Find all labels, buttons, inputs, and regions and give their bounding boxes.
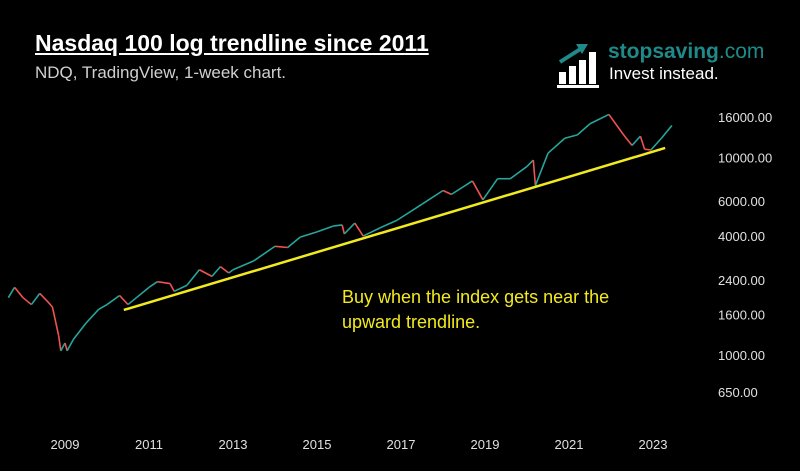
trendline-line	[123, 146, 666, 312]
price-segment	[526, 159, 534, 168]
x-tick-label: 2015	[303, 437, 332, 452]
price-segment	[22, 297, 32, 306]
y-tick-label: 6000.00	[718, 194, 765, 209]
price-segment	[148, 281, 158, 289]
x-tick-label: 2019	[471, 437, 500, 452]
y-tick-label: 16000.00	[718, 110, 772, 125]
price-segment	[509, 165, 528, 180]
price-segment	[576, 123, 591, 136]
price-segment	[564, 134, 578, 140]
chart-subtitle: NDQ, TradingView, 1-week chart.	[35, 63, 287, 82]
price-segment	[228, 269, 234, 274]
price-segment	[274, 245, 288, 249]
price-segment	[343, 222, 356, 235]
y-tick-label: 1000.00	[718, 348, 765, 363]
price-segment	[64, 342, 68, 352]
price-segment	[60, 342, 66, 352]
price-segment	[547, 137, 566, 154]
price-segment	[72, 322, 87, 340]
price-segment	[650, 137, 662, 151]
price-segment	[471, 180, 484, 201]
x-tick-label: 2013	[219, 437, 248, 452]
price-segment	[173, 284, 188, 293]
price-segment	[106, 294, 121, 306]
y-tick-label: 2400.00	[718, 273, 765, 288]
brand-name: stopsaving.com	[608, 40, 765, 63]
price-segment	[396, 203, 423, 222]
price-segment	[39, 292, 49, 303]
price-segment	[341, 224, 346, 235]
x-tick-label: 2011	[135, 437, 163, 452]
price-segment	[253, 245, 276, 262]
x-tick-label: 2017	[387, 437, 416, 452]
price-segment	[211, 266, 222, 277]
chart-title: Nasdaq 100 log trendline since 2011	[35, 30, 429, 56]
price-segment	[232, 259, 255, 271]
price-segment	[66, 338, 75, 352]
x-tick-label: 2021	[555, 437, 584, 452]
price-segment	[622, 134, 633, 146]
price-segment	[379, 219, 398, 229]
x-axis: 2009 2011 2013 2015 2017 2019 2021 2023	[51, 437, 668, 452]
price-segment	[299, 231, 318, 238]
price-segment	[13, 286, 24, 299]
price-segment	[85, 308, 100, 324]
trendline	[123, 146, 666, 312]
stopsaving-logo: stopsaving.com Invest instead.	[548, 36, 788, 96]
annotation-text: Buy when the index gets near the upward …	[342, 287, 610, 332]
price-segment	[7, 286, 16, 299]
price-segment	[169, 283, 175, 292]
price-segment	[51, 306, 60, 337]
y-tick-label: 4000.00	[718, 229, 765, 244]
x-tick-label: 2009	[51, 437, 80, 452]
brand-tagline: Invest instead.	[609, 64, 719, 83]
price-segment	[589, 113, 610, 125]
price-segment	[219, 266, 230, 274]
price-segment	[482, 178, 499, 201]
price-segment	[57, 335, 62, 351]
price-segment	[532, 159, 537, 186]
price-series	[7, 113, 673, 352]
price-segment	[186, 269, 201, 286]
price-segment	[199, 269, 213, 278]
price-segment	[660, 125, 673, 139]
price-segment	[354, 222, 364, 237]
price-segment	[644, 148, 651, 151]
price-segment	[135, 286, 150, 299]
y-tick-label: 1600.00	[718, 308, 765, 323]
y-axis: 16000.00 10000.00 6000.00 4000.00 2400.00 160…	[718, 110, 772, 400]
price-segment	[119, 294, 129, 306]
price-segment	[316, 225, 335, 233]
y-tick-label: 650.00	[718, 385, 758, 400]
price-segment	[362, 227, 381, 237]
price-segment	[98, 303, 108, 311]
price-segment	[421, 189, 444, 205]
price-segment	[639, 135, 646, 150]
price-segment	[127, 297, 137, 306]
y-tick-label: 10000.00	[718, 150, 772, 165]
price-segment	[47, 301, 54, 308]
price-segment	[608, 113, 625, 136]
price-segment	[157, 280, 171, 285]
bar-chart-arrow-icon	[557, 44, 599, 88]
x-tick-label: 2023	[639, 437, 668, 452]
price-segment	[450, 180, 473, 196]
price-segment	[333, 224, 343, 227]
price-segment	[534, 152, 549, 186]
price-segment	[287, 236, 301, 249]
price-segment	[30, 292, 41, 306]
price-segment	[442, 189, 452, 196]
price-segment	[631, 135, 641, 146]
